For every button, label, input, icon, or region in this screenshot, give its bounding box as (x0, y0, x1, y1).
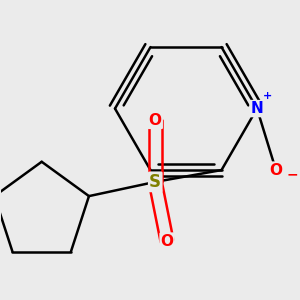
Text: S: S (149, 173, 161, 191)
Text: O: O (269, 163, 282, 178)
Text: O: O (149, 113, 162, 128)
Text: O: O (160, 234, 174, 249)
Text: +: + (263, 91, 272, 100)
Text: N: N (250, 101, 263, 116)
Text: −: − (287, 168, 298, 182)
